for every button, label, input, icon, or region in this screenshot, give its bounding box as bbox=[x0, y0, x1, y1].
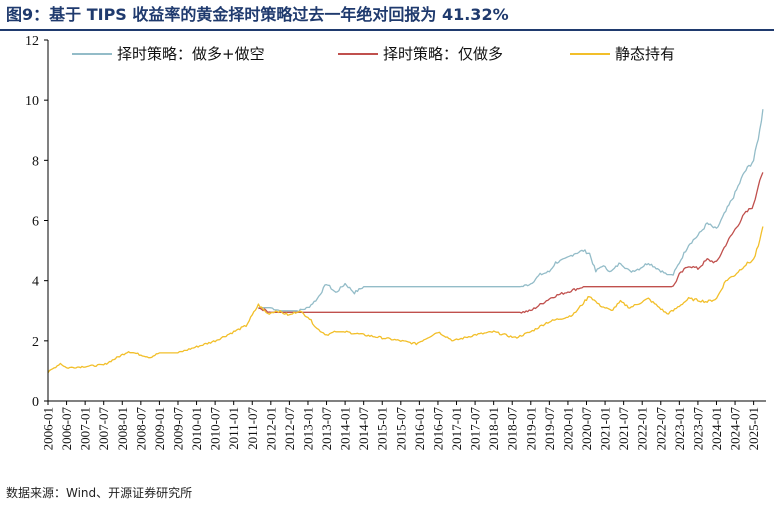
x-tick-label: 2010-01 bbox=[189, 407, 204, 450]
y-tick-label: 8 bbox=[32, 154, 39, 169]
x-tick-label: 2012-01 bbox=[263, 407, 278, 450]
x-tick-label: 2022-07 bbox=[653, 407, 668, 451]
x-tick-label: 2021-01 bbox=[598, 407, 613, 450]
x-tick-label: 2010-07 bbox=[208, 407, 223, 451]
x-tick-label: 2024-01 bbox=[709, 407, 724, 450]
y-tick-label: 6 bbox=[32, 215, 39, 230]
x-tick-label: 2019-01 bbox=[523, 407, 538, 450]
source-note: 数据来源：Wind、开源证券研究所 bbox=[6, 486, 193, 500]
x-tick-label: 2018-01 bbox=[486, 407, 501, 450]
x-tick-label: 2009-07 bbox=[170, 407, 185, 451]
axes: 0 2 4 6 8 10 12 2006-01 2006-07 2007-01 2007-07 200… bbox=[25, 34, 766, 450]
x-tick-label: 2019-07 bbox=[542, 407, 557, 451]
x-tick-label: 2020-07 bbox=[579, 407, 594, 451]
x-tick-label: 2018-07 bbox=[505, 407, 520, 451]
x-tick-label: 2015-07 bbox=[393, 407, 408, 451]
x-tick-label: 2011-07 bbox=[245, 407, 260, 450]
x-tick-label: 2007-07 bbox=[96, 407, 111, 451]
x-tick-label: 2008-07 bbox=[133, 407, 148, 451]
x-tick-label: 2013-01 bbox=[300, 407, 315, 450]
legend: 择时策略：做多+做空 择时策略：仅做多 静态持有 bbox=[72, 45, 675, 63]
x-tick-label: 2014-01 bbox=[338, 407, 353, 450]
series-line-1 bbox=[258, 109, 764, 313]
x-tick-label: 2014-07 bbox=[356, 407, 371, 451]
x-tick-label: 2021-07 bbox=[616, 407, 631, 451]
series-line-3 bbox=[47, 226, 764, 374]
legend-label-2: 择时策略：仅做多 bbox=[383, 45, 503, 63]
y-tick-label: 2 bbox=[32, 335, 39, 350]
legend-label-1: 择时策略：做多+做空 bbox=[117, 45, 265, 63]
x-tick-label: 2012-07 bbox=[282, 407, 297, 451]
figure-title: 图9：基于 TIPS 收益率的黄金择时策略过去一年绝对回报为 41.32% bbox=[6, 5, 509, 24]
x-tick-label: 2013-07 bbox=[319, 407, 334, 451]
x-tick-label: 2023-07 bbox=[690, 407, 705, 451]
x-tick-label: 2017-07 bbox=[468, 407, 483, 451]
x-tick-label: 2008-01 bbox=[115, 407, 130, 450]
x-tick-label: 2016-01 bbox=[412, 407, 427, 450]
y-tick-label: 0 bbox=[32, 395, 39, 410]
y-tick-label: 12 bbox=[25, 34, 39, 49]
x-tick-label: 2017-01 bbox=[449, 407, 464, 450]
x-tick-label: 2006-07 bbox=[59, 407, 74, 451]
legend-label-3: 静态持有 bbox=[615, 45, 675, 63]
title-underline bbox=[0, 29, 774, 31]
x-tick-label: 2011-01 bbox=[226, 407, 241, 450]
x-tick-label: 2016-07 bbox=[430, 407, 445, 451]
y-tick-label: 4 bbox=[32, 275, 39, 290]
x-tick-label: 2007-01 bbox=[78, 407, 93, 450]
x-tick-label: 2006-01 bbox=[41, 407, 56, 450]
x-tick-label: 2025-01 bbox=[746, 407, 761, 450]
plot-area bbox=[47, 109, 764, 374]
x-tick-label: 2023-01 bbox=[672, 407, 687, 450]
x-tick-label: 2009-01 bbox=[152, 407, 167, 450]
x-tick-label: 2022-01 bbox=[635, 407, 650, 450]
x-tick-label: 2015-01 bbox=[375, 407, 390, 450]
y-tick-label: 10 bbox=[25, 94, 39, 109]
x-tick-label: 2024-07 bbox=[728, 407, 743, 451]
x-tick-label: 2020-01 bbox=[560, 407, 575, 450]
series-line-2 bbox=[258, 172, 764, 314]
